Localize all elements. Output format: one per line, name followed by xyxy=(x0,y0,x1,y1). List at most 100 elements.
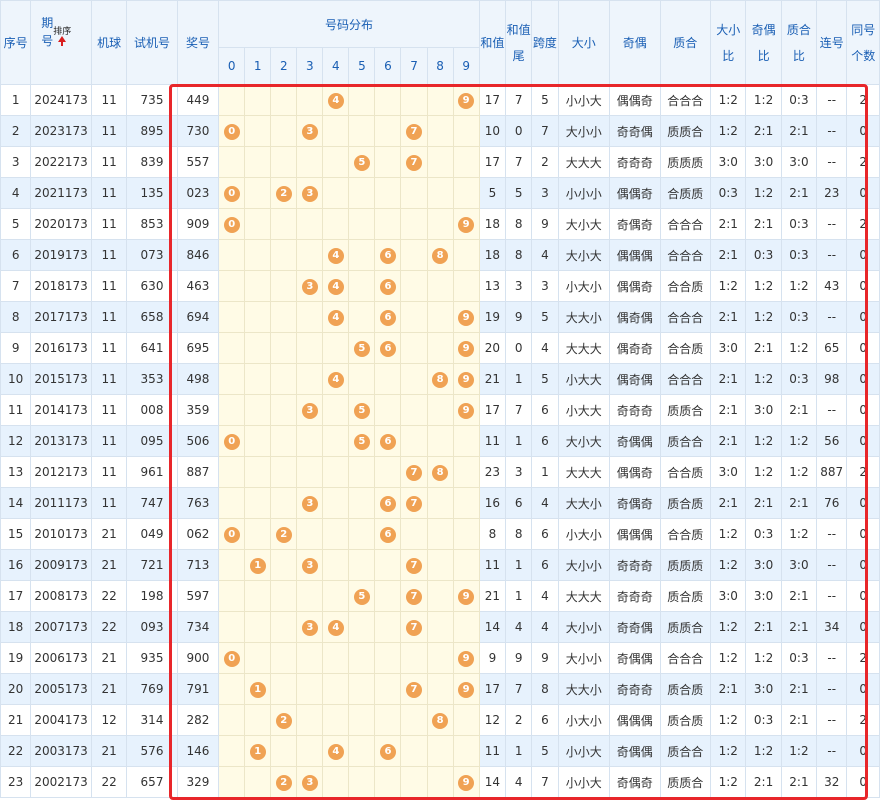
machine-ball-cell: 11 xyxy=(90,146,128,178)
distribution-cell-4 xyxy=(322,642,350,674)
distribution-cell-0: 0 xyxy=(218,425,246,457)
sort-arrow-icon[interactable] xyxy=(58,35,67,42)
consecutive-cell: 56 xyxy=(816,425,848,457)
distribution-cell-0: 0 xyxy=(218,208,246,240)
consecutive-cell: 98 xyxy=(816,363,848,395)
distribution-cell-6 xyxy=(374,456,402,488)
machine-ball-cell: 11 xyxy=(90,115,128,147)
issue-cell: 2006173 xyxy=(30,642,92,674)
distribution-cell-1 xyxy=(244,208,272,240)
parity-ratio-cell: 1:2 xyxy=(745,456,782,488)
size-ratio-cell: 2:1 xyxy=(710,208,747,240)
digit-ball: 2 xyxy=(275,774,292,791)
digit-ball: 3 xyxy=(301,557,318,574)
distribution-cell-0 xyxy=(218,394,246,426)
table-row: 7 2018173 11 630 463 3 4 6 13 3 3 小大小 偶偶奇 合合质 1:2 1:2 1:… xyxy=(0,270,880,302)
digit-ball: 0 xyxy=(223,526,240,543)
distribution-cell-9 xyxy=(452,735,480,767)
index-cell: 20 xyxy=(0,673,32,705)
size-cell: 小小大 xyxy=(557,735,611,767)
sum-tail-cell: 0 xyxy=(505,332,533,364)
distribution-cell-9 xyxy=(452,487,480,519)
sort-button[interactable]: 排序 xyxy=(53,26,72,37)
same-count-cell: 0 xyxy=(846,394,880,426)
index-cell: 18 xyxy=(0,611,32,643)
distribution-cell-6 xyxy=(374,642,402,674)
distribution-cell-2 xyxy=(270,580,298,612)
distribution-cell-6 xyxy=(374,580,402,612)
digit-ball: 5 xyxy=(353,154,370,171)
table-row: 20 2005173 21 769 791 1 7 9 17 7 8 大大小 奇奇奇 质合质 2:1 3:0 2… xyxy=(0,673,880,705)
sum-tail-cell: 2 xyxy=(505,704,533,736)
header-size-ratio: 大小比 xyxy=(710,0,747,85)
size-ratio-cell: 1:2 xyxy=(710,766,747,798)
test-number-cell: 747 xyxy=(126,487,178,519)
machine-ball-cell: 11 xyxy=(90,239,128,271)
digit-ball: 9 xyxy=(458,402,475,419)
span-cell: 4 xyxy=(531,611,559,643)
parity-ratio-cell: 1:2 xyxy=(745,84,782,116)
distribution-cell-4 xyxy=(322,208,350,240)
index-cell: 11 xyxy=(0,394,32,426)
sum-cell: 14 xyxy=(478,611,507,643)
digit-ball: 8 xyxy=(432,464,449,481)
consecutive-cell: -- xyxy=(816,735,848,767)
size-cell: 大小小 xyxy=(557,611,611,643)
test-number-cell: 314 xyxy=(126,704,178,736)
digit-ball: 0 xyxy=(223,433,240,450)
distribution-cell-4: 4 xyxy=(322,363,350,395)
index-cell: 22 xyxy=(0,735,32,767)
award-number-cell: 763 xyxy=(176,487,220,519)
digit-ball: 2 xyxy=(275,185,292,202)
header-digit-6: 6 xyxy=(374,47,402,85)
span-cell: 1 xyxy=(531,456,559,488)
prime-cell: 合合质 xyxy=(659,518,712,550)
distribution-cell-9: 9 xyxy=(452,580,480,612)
index-cell: 23 xyxy=(0,766,32,798)
same-count-cell: 2 xyxy=(846,642,880,674)
distribution-cell-5 xyxy=(348,208,376,240)
distribution-cell-7 xyxy=(400,239,428,271)
prime-cell: 质质合 xyxy=(659,766,712,798)
distribution-cell-6 xyxy=(374,549,402,581)
table-row: 6 2019173 11 073 846 4 6 8 18 8 4 大小大 偶偶偶 合合合 2:1 0:3 0:… xyxy=(0,239,880,271)
prime-cell: 质质合 xyxy=(659,115,712,147)
distribution-cell-7: 7 xyxy=(400,487,428,519)
distribution-cell-0 xyxy=(218,735,246,767)
distribution-cell-0 xyxy=(218,363,246,395)
distribution-cell-8 xyxy=(426,177,454,209)
distribution-cell-5 xyxy=(348,363,376,395)
header-award-number: 奖号 xyxy=(176,0,220,85)
parity-cell: 偶偶奇 xyxy=(609,270,661,302)
distribution-cell-4 xyxy=(322,766,350,798)
sum-cell: 5 xyxy=(478,177,507,209)
digit-ball: 5 xyxy=(353,340,370,357)
parity-ratio-cell: 2:1 xyxy=(745,487,782,519)
distribution-cell-8 xyxy=(426,115,454,147)
distribution-cell-6 xyxy=(374,84,402,116)
digit-ball: 4 xyxy=(327,247,344,264)
same-count-cell: 0 xyxy=(846,766,880,798)
sum-cell: 17 xyxy=(478,394,507,426)
distribution-cell-2: 2 xyxy=(270,177,298,209)
table-row: 10 2015173 11 353 498 4 8 9 21 1 5 小大大 偶奇偶 合合合 2:1 1:2 0… xyxy=(0,363,880,395)
distribution-cell-2 xyxy=(270,332,298,364)
distribution-cell-5: 5 xyxy=(348,425,376,457)
table-row: 8 2017173 11 658 694 4 6 9 19 9 5 大大小 偶奇偶 合合合 2:1 1:2 0:… xyxy=(0,301,880,333)
digit-ball: 3 xyxy=(301,185,318,202)
sum-tail-cell: 5 xyxy=(505,177,533,209)
distribution-cell-2 xyxy=(270,673,298,705)
prime-cell: 合合质 xyxy=(659,270,712,302)
distribution-cell-3: 3 xyxy=(296,611,324,643)
sum-tail-cell: 1 xyxy=(505,363,533,395)
header-digit-2: 2 xyxy=(270,47,298,85)
span-cell: 7 xyxy=(531,766,559,798)
distribution-cell-9: 9 xyxy=(452,301,480,333)
distribution-cell-4: 4 xyxy=(322,270,350,302)
digit-ball: 8 xyxy=(432,247,449,264)
index-cell: 3 xyxy=(0,146,32,178)
distribution-cell-2 xyxy=(270,84,298,116)
distribution-cell-0 xyxy=(218,239,246,271)
digit-ball: 0 xyxy=(223,123,240,140)
parity-cell: 偶奇偶 xyxy=(609,301,661,333)
